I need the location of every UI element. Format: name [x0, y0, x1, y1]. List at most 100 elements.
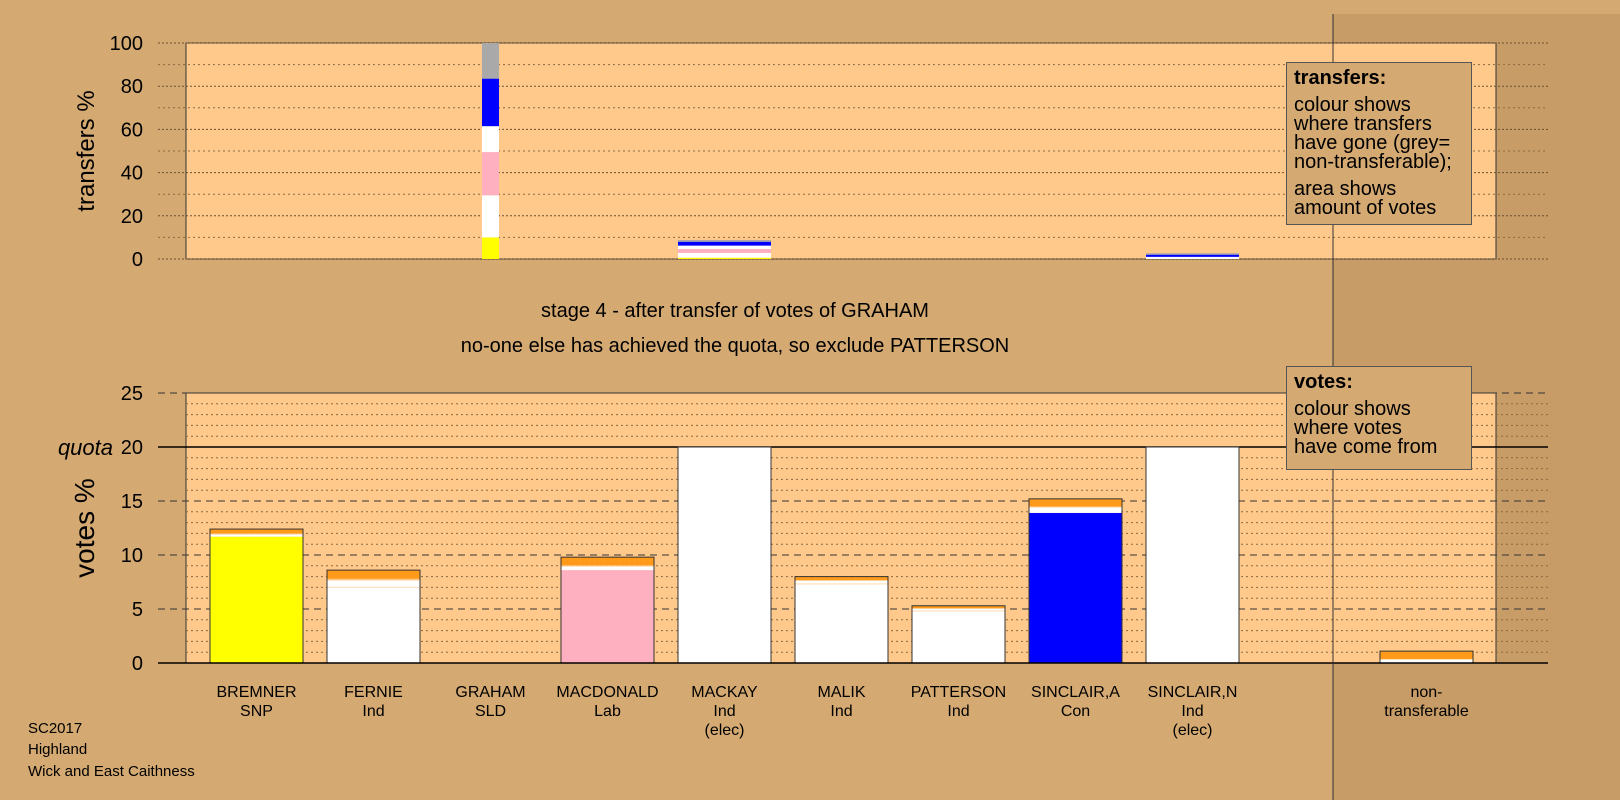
candidate-party-label: Con: [1061, 703, 1090, 720]
vote-bar-segment: [678, 447, 771, 663]
transfer-bar-segment: [678, 249, 771, 253]
candidate-name-label: SINCLAIR,N: [1148, 684, 1238, 701]
nontransferable-label: non-: [1410, 684, 1442, 701]
candidate-party-label: SLD: [475, 703, 506, 720]
candidate-party-label: Ind: [1181, 703, 1203, 720]
candidate-note-label: (elec): [704, 722, 744, 739]
vote-bar-segment: [795, 584, 888, 663]
quota-label: quota: [58, 435, 113, 460]
vote-bar-segment: [795, 580, 888, 584]
vote-bar-segment: [561, 566, 654, 571]
transfer-bar-segment: [678, 245, 771, 250]
vote-bar-segment: [327, 570, 420, 579]
transfer-bar-segment: [482, 78, 499, 127]
transfers-legend-para2: area shows amount of votes: [1294, 178, 1464, 219]
candidate-name-label: BREMNER: [216, 684, 296, 701]
candidate-name-label: MALIK: [817, 684, 865, 701]
transfer-bar-segment: [678, 239, 771, 242]
vote-bar-segment: [1029, 498, 1122, 507]
vote-bar-segment: [210, 534, 303, 537]
vote-bar-segment: [795, 583, 888, 585]
votes-tick-label: 15: [121, 491, 143, 513]
transfer-bar-segment: [678, 257, 771, 259]
footer-council: Highland: [28, 741, 88, 758]
votes-legend: votes: colour shows where votes have com…: [1286, 366, 1472, 470]
vote-bar-segment: [795, 576, 888, 581]
vote-bar-segment: [1029, 507, 1122, 513]
vote-bar-segment: [561, 570, 654, 663]
votes-tick-label: 25: [121, 383, 143, 405]
vote-bar-segment: [327, 587, 420, 663]
votes-tick-label: 10: [121, 545, 143, 567]
vote-bar-segment: [1380, 659, 1473, 663]
votes-axis-label: votes %: [69, 478, 100, 578]
vote-bar-segment: [561, 565, 654, 567]
vote-bar-segment: [912, 605, 1005, 609]
candidate-party-label: Lab: [594, 703, 621, 720]
transfers-legend-line: non-transferable);: [1294, 151, 1452, 173]
vote-bar-segment: [561, 557, 654, 566]
transfer-bar-segment: [482, 195, 499, 238]
vote-bar-segment: [1029, 512, 1122, 663]
footer-election: SC2017: [28, 720, 83, 737]
vote-bar-segment: [210, 529, 303, 534]
transfer-bar-segment: [678, 252, 771, 258]
stage-caption: stage 4 - after transfer of votes of GRA…: [541, 300, 929, 322]
transfer-bar-segment: [1146, 253, 1239, 255]
votes-tick-label: 5: [132, 599, 143, 621]
votes-legend-title: votes:: [1294, 371, 1353, 393]
vote-bar-segment: [1146, 447, 1239, 663]
vote-bar-segment: [327, 578, 420, 581]
transfers-axis-label: transfers %: [73, 90, 100, 211]
transfers-tick-label: 0: [132, 249, 143, 271]
candidate-party-label: Ind: [362, 703, 384, 720]
vote-bar-segment: [327, 580, 420, 587]
candidate-party-label: Ind: [947, 703, 969, 720]
vote-bar-segment: [210, 536, 303, 663]
vote-bar-segment: [1380, 651, 1473, 660]
votes-legend-line: colour shows: [1294, 398, 1411, 420]
candidate-name-label: MACKAY: [691, 684, 758, 701]
transfers-tick-label: 60: [121, 119, 143, 141]
transfers-legend-para1: colour shows where transfers have gone (…: [1294, 94, 1464, 173]
vote-bar-segment: [912, 611, 1005, 663]
transfers-legend-line: area shows: [1294, 178, 1397, 200]
footer-ward: Wick and East Caithness: [28, 763, 195, 780]
transfer-bar-segment: [1146, 254, 1239, 257]
vote-bar-segment: [912, 608, 1005, 611]
candidate-party-label: Ind: [713, 703, 735, 720]
candidate-name-label: PATTERSON: [911, 684, 1006, 701]
votes-legend-line: where votes: [1294, 417, 1402, 439]
candidate-name-label: FERNIE: [344, 684, 403, 701]
candidate-name-label: GRAHAM: [455, 684, 525, 701]
votes-tick-label: 20: [121, 437, 143, 459]
transfer-bar-segment: [482, 237, 499, 259]
candidate-party-label: Ind: [830, 703, 852, 720]
transfer-bar-segment: [482, 43, 499, 79]
transfers-legend: transfers: colour shows where transfers …: [1286, 62, 1472, 225]
transfer-bar-segment: [482, 152, 499, 196]
candidate-party-label: SNP: [240, 703, 273, 720]
transfer-bar-segment: [482, 126, 499, 153]
exclude-caption: no-one else has achieved the quota, so e…: [460, 335, 1010, 357]
transfers-legend-title: transfers:: [1294, 67, 1387, 89]
transfers-legend-line: where transfers: [1294, 113, 1432, 135]
transfers-tick-label: 20: [121, 206, 143, 228]
vote-bar-segment: [327, 586, 420, 588]
transfer-bar-segment: [678, 241, 771, 246]
transfers-legend-line: colour shows: [1294, 94, 1411, 116]
nontransferable-label: transferable: [1384, 703, 1469, 720]
transfers-legend-line: amount of votes: [1294, 197, 1437, 219]
vote-bar-segment: [1029, 506, 1122, 508]
candidate-note-label: (elec): [1172, 722, 1212, 739]
transfer-bar-segment: [1146, 256, 1239, 259]
vote-bar-segment: [210, 533, 303, 535]
transfers-tick-label: 40: [121, 163, 143, 185]
votes-tick-label: 0: [132, 653, 143, 675]
votes-legend-line: have come from: [1294, 436, 1438, 458]
candidate-name-label: SINCLAIR,A: [1031, 684, 1120, 701]
transfers-legend-line: have gone (grey=: [1294, 132, 1451, 154]
transfers-tick-label: 100: [110, 33, 143, 55]
